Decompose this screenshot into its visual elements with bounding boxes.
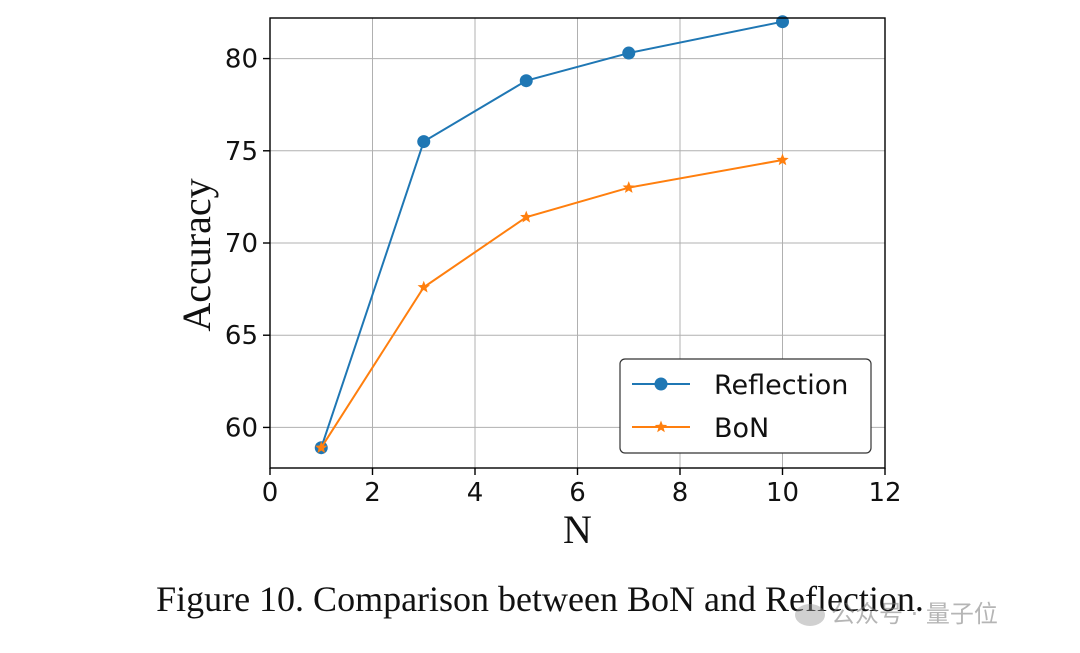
grid-lines: [269, 18, 886, 468]
data-point-reflection: [417, 135, 431, 149]
data-point-bon: [315, 441, 328, 453]
x-tick-label: 8: [672, 478, 689, 508]
x-tick-label: 4: [467, 478, 484, 508]
data-point-reflection: [622, 46, 636, 60]
legend-label-reflection: Reflection: [714, 370, 848, 401]
data-point-bon: [417, 280, 430, 293]
legend: Reflection BoN: [619, 358, 872, 454]
legend-box: [619, 358, 872, 454]
x-tick-label: 6: [569, 478, 586, 508]
legend-marker-reflection: [654, 377, 668, 391]
data-point-bon: [622, 181, 635, 193]
data-point-reflection: [519, 74, 533, 88]
y-tick-label: 80: [225, 45, 258, 75]
data-point-reflection: [776, 15, 789, 29]
y-tick-label: 60: [225, 413, 258, 443]
series-layer: [314, 15, 789, 455]
x-tick-label: 0: [262, 478, 279, 508]
y-tick-label: 70: [225, 229, 258, 259]
watermark: 公众号 · 量子位: [795, 594, 998, 629]
x-tick-label: 2: [364, 478, 381, 508]
wechat-icon: [795, 604, 825, 626]
axis-ticks: 0 2 4 6 8 10 12 60 65 70 75 80: [225, 45, 902, 508]
x-tick-label: 10: [766, 478, 799, 508]
y-tick-label: 75: [225, 137, 258, 167]
y-tick-label: 65: [225, 321, 258, 351]
chart-svg: 0 2 4 6 8 10 12 60 65 70 75 80 N Accuracy Reflectio…: [174, 15, 902, 552]
y-axis-label: Accuracy: [174, 178, 219, 331]
x-tick-label: 12: [868, 478, 901, 508]
x-axis-label: N: [563, 507, 592, 552]
watermark-text: 公众号 · 量子位: [831, 600, 998, 628]
legend-marker-bon: [654, 420, 668, 433]
data-point-bon: [520, 210, 533, 223]
figure-caption: Figure 10. Comparison between BoN and Re…: [156, 579, 924, 619]
data-point-bon: [776, 153, 789, 166]
legend-label-bon: BoN: [714, 413, 769, 444]
